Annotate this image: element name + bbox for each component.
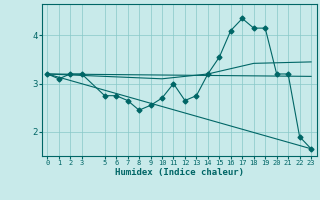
X-axis label: Humidex (Indice chaleur): Humidex (Indice chaleur) [115, 168, 244, 177]
